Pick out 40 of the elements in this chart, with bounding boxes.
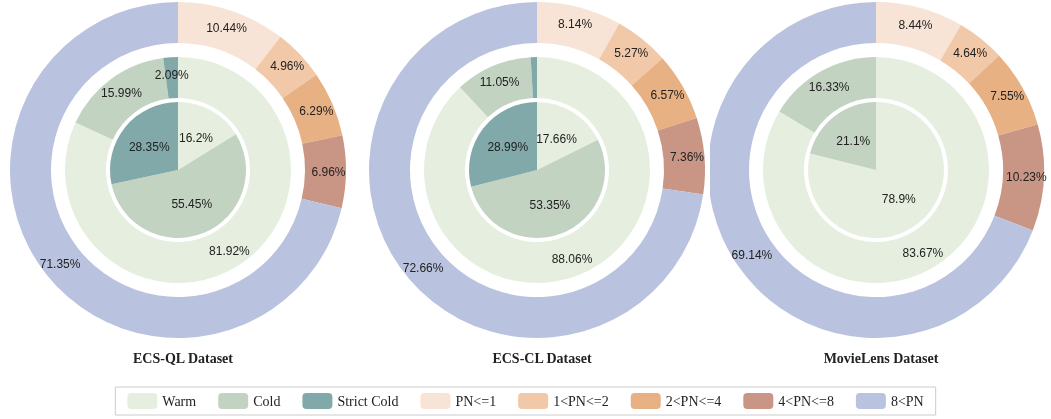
text: MovieLens Dataset bbox=[823, 350, 939, 366]
legend-label: 2<PN<=4 bbox=[665, 393, 722, 409]
data-label: 28.99% bbox=[487, 140, 529, 155]
legend-label: 1<PN<=2 bbox=[553, 393, 609, 409]
data-label: 88.06% bbox=[551, 251, 593, 266]
data-label: 78.9% bbox=[881, 192, 917, 207]
data-label: 21.1% bbox=[836, 133, 871, 148]
legend-label: Strict Cold bbox=[337, 393, 399, 409]
data-label: 6.57% bbox=[650, 87, 685, 102]
legend-label: 4<PN<=8 bbox=[778, 393, 834, 409]
legend-label: PN<=1 bbox=[455, 393, 497, 409]
data-label: 8.14% bbox=[558, 17, 593, 32]
data-label: 15.99% bbox=[101, 86, 143, 101]
data-label: 6.29% bbox=[299, 103, 334, 118]
data-label: 4.64% bbox=[953, 45, 988, 60]
data-label: 81.92% bbox=[209, 243, 251, 258]
text: ECS-QL Dataset bbox=[133, 350, 234, 366]
text: ECS-CL Dataset bbox=[492, 350, 592, 366]
data-label: 6.96% bbox=[311, 164, 346, 179]
data-label: 5.27% bbox=[614, 45, 649, 60]
data-label: 7.36% bbox=[669, 150, 705, 165]
data-label: 71.35% bbox=[39, 256, 81, 271]
legend-label: Cold bbox=[253, 393, 281, 409]
data-label: 11.05% bbox=[479, 75, 520, 90]
data-label: 17.66% bbox=[536, 131, 578, 146]
data-label: 10.44% bbox=[206, 20, 248, 35]
data-label: 4.96% bbox=[270, 59, 305, 74]
data-label: 16.2% bbox=[179, 130, 214, 145]
data-label: 16.33% bbox=[808, 79, 850, 94]
data-label: 53.35% bbox=[529, 197, 571, 212]
data-label: 72.66% bbox=[402, 261, 444, 276]
data-label: 28.35% bbox=[128, 139, 170, 154]
data-label: 7.55% bbox=[990, 89, 1025, 104]
data-label: 83.67% bbox=[902, 246, 944, 261]
legend-label: Warm bbox=[162, 393, 197, 409]
legend-label: 8<PN bbox=[890, 393, 924, 409]
data-label: 2.09% bbox=[154, 67, 190, 82]
data-label: 55.45% bbox=[171, 197, 213, 212]
data-label: 69.14% bbox=[731, 248, 773, 263]
data-label: 8.44% bbox=[898, 17, 933, 32]
